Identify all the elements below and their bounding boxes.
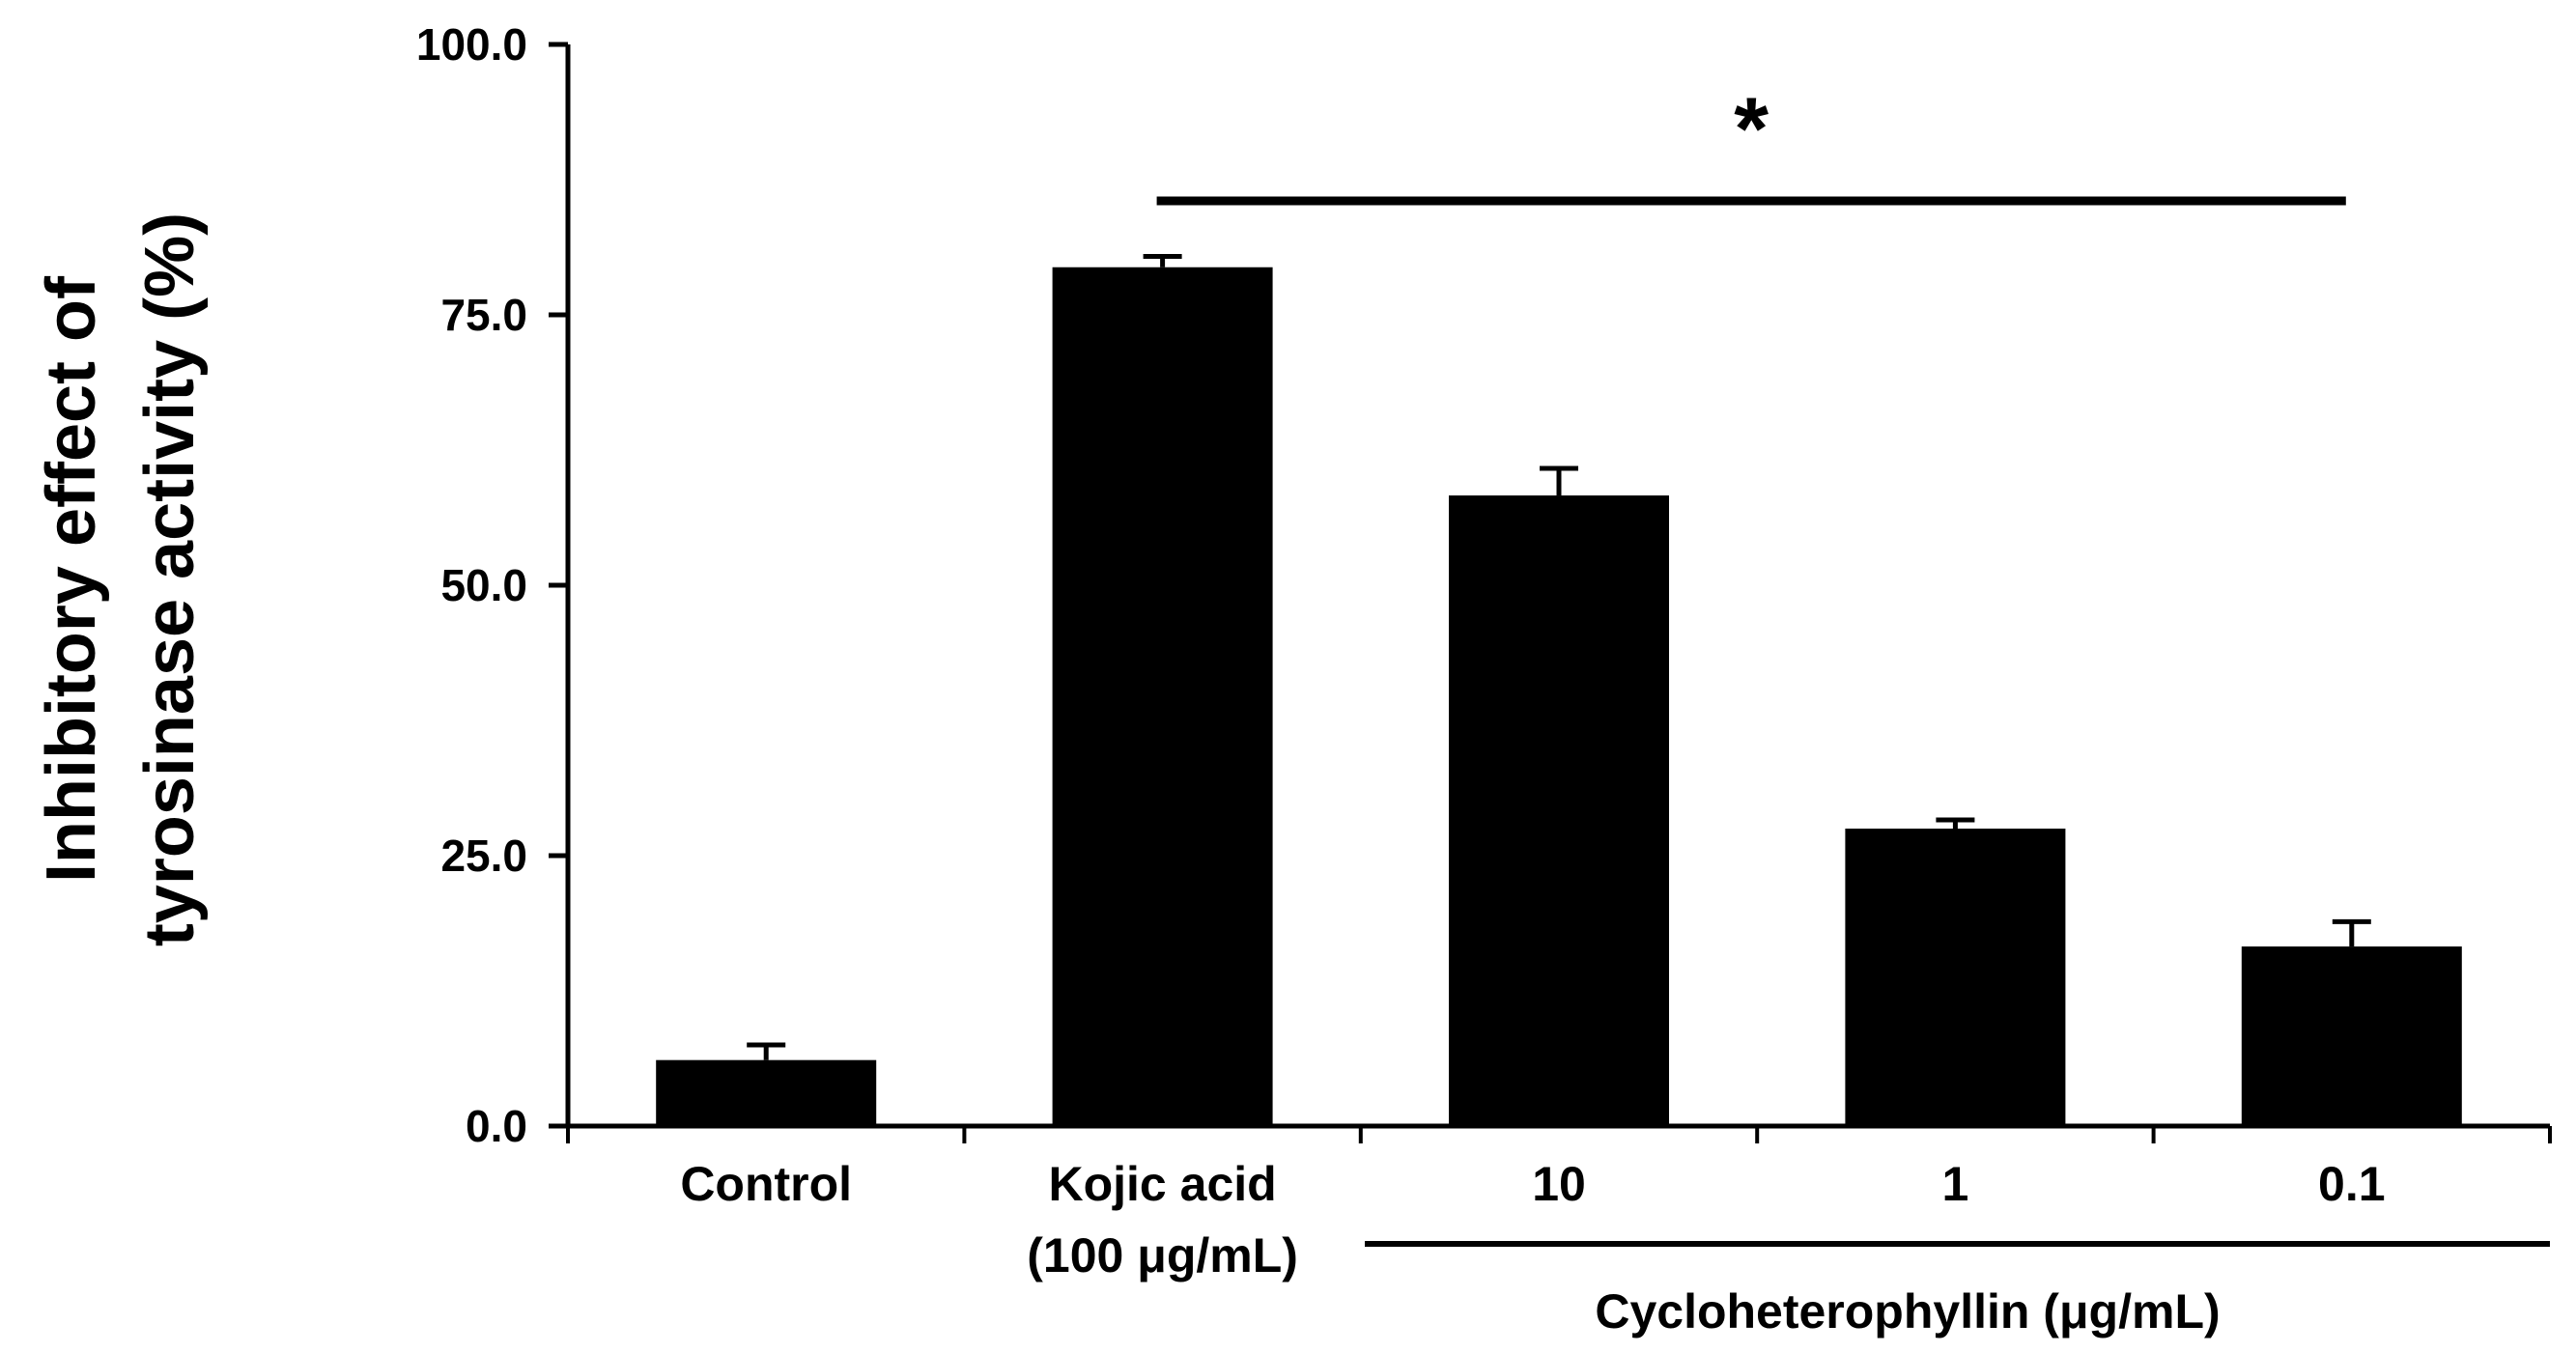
x-tick-label: Kojic acid xyxy=(1049,1157,1277,1211)
y-tick-label: 100.0 xyxy=(416,19,527,70)
y-axis: 0.0 25.0 50.0 75.0 100.0 xyxy=(416,19,571,1151)
x-tick-label: Control xyxy=(680,1157,852,1211)
category-labels: Control Kojic acid (100 μg/mL) 10 1 0.1 xyxy=(680,1157,2385,1283)
bar-series xyxy=(656,267,2462,1127)
y-tick-label: 75.0 xyxy=(440,290,527,340)
significance-star: * xyxy=(1734,80,1769,179)
x-tick-label: 10 xyxy=(1532,1157,1586,1211)
y-axis-title-line: tyrosinase activity (%) xyxy=(131,212,209,946)
x-axis xyxy=(566,1123,2552,1143)
bar xyxy=(1845,829,2066,1126)
bar xyxy=(656,1059,877,1126)
x-tick-label: (100 μg/mL) xyxy=(1027,1228,1298,1283)
error-bar xyxy=(1540,465,1578,496)
error-bar xyxy=(2332,918,2371,947)
error-bar xyxy=(1936,817,1975,829)
y-tick-label: 0.0 xyxy=(466,1101,527,1151)
annotations: Cycloheterophyllin (μg/mL) * xyxy=(1156,80,2550,1339)
error-bars xyxy=(747,254,2371,1060)
bar xyxy=(2241,946,2462,1126)
y-axis-title-line: Inhibitory effect of xyxy=(33,275,110,883)
group-label: Cycloheterophyllin (μg/mL) xyxy=(1595,1284,2220,1339)
y-tick-label: 50.0 xyxy=(440,560,527,610)
error-bar xyxy=(1143,254,1182,268)
y-tick-label: 25.0 xyxy=(440,831,527,881)
x-tick-label: 1 xyxy=(1941,1157,1968,1211)
y-axis-title: Inhibitory effect of tyrosinase activity … xyxy=(33,212,209,946)
x-tick-label: 0.1 xyxy=(2318,1157,2386,1211)
error-bar xyxy=(747,1042,786,1060)
bar xyxy=(1449,495,1669,1126)
bar xyxy=(1052,267,1273,1127)
